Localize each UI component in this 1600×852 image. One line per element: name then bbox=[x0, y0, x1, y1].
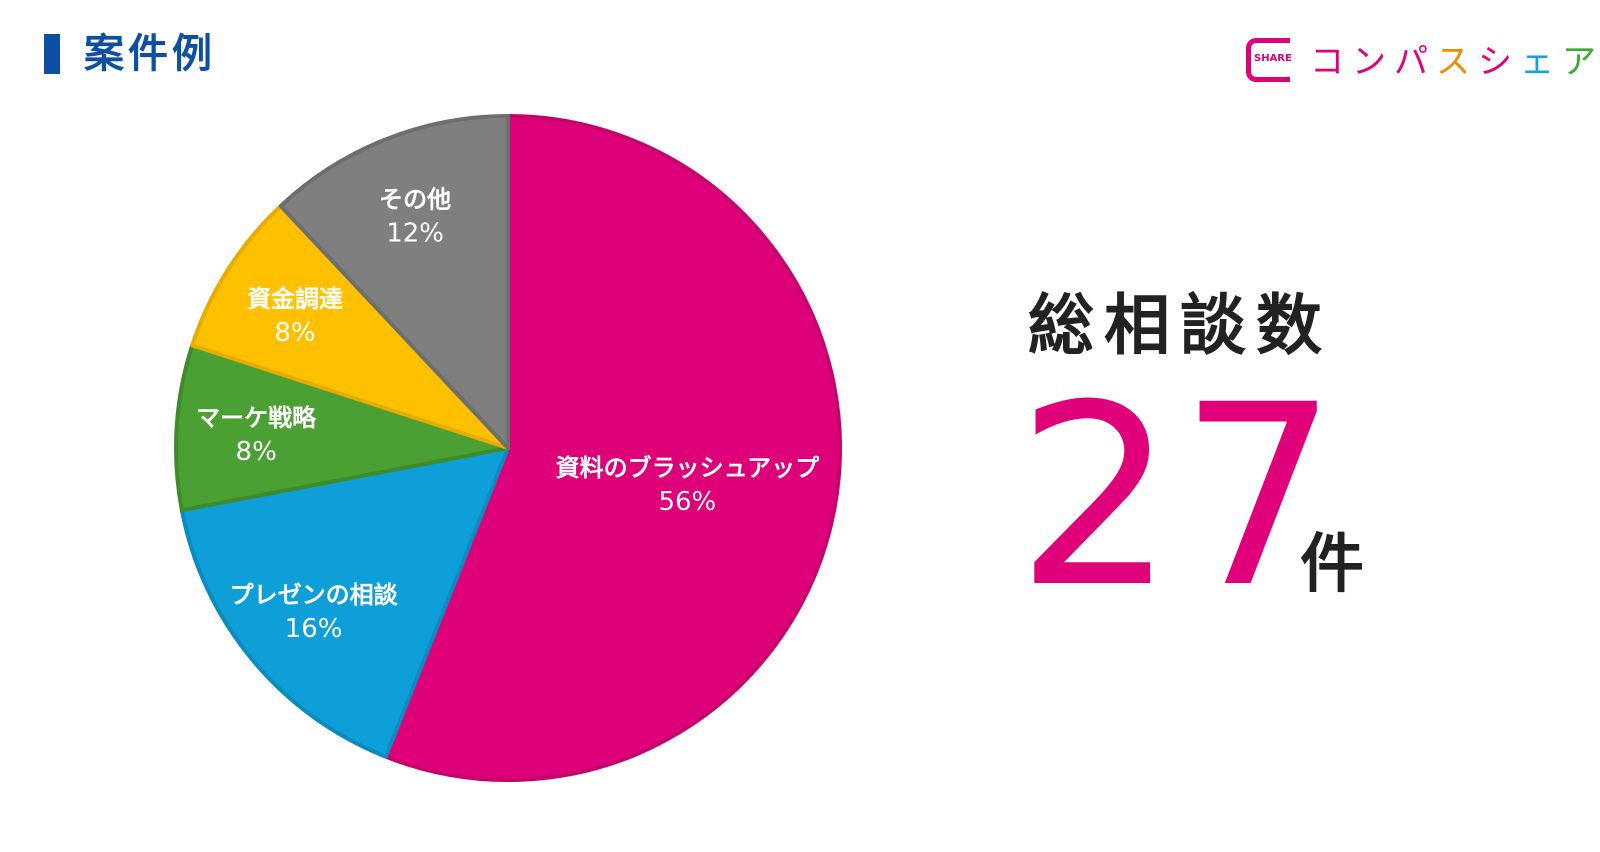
slice-label-3: 資金調達 bbox=[247, 285, 343, 313]
pie-slice-0 bbox=[383, 114, 842, 782]
title-accent-bar bbox=[44, 34, 60, 74]
slice-percent-0: 56% bbox=[658, 487, 716, 517]
brand-char: シ bbox=[1478, 42, 1520, 82]
brand-mark-label: SHARE bbox=[1254, 53, 1292, 64]
total-consultations-label: 総相談数 bbox=[1028, 287, 1332, 364]
brand-char: ア bbox=[1562, 42, 1600, 82]
slice-label-1: プレゼンの相談 bbox=[230, 581, 399, 609]
brand-mark-icon bbox=[1246, 38, 1290, 82]
total-consultations-unit: 件 bbox=[1300, 528, 1364, 602]
slice-percent-3: 8% bbox=[274, 318, 315, 348]
pie-slice-1 bbox=[179, 446, 510, 759]
slice-percent-4: 12% bbox=[386, 218, 444, 248]
brand-char: コ bbox=[1310, 42, 1352, 82]
slice-percent-1: 16% bbox=[285, 614, 343, 644]
slice-label-0: 資料のブラッシュアップ bbox=[556, 454, 821, 482]
brand-name: コンパスシェア bbox=[1310, 40, 1600, 84]
brand-char: ン bbox=[1352, 42, 1394, 82]
brand-logo: SHARE コンパスシェア bbox=[1246, 38, 1596, 88]
total-consultations-value: 27 bbox=[1016, 351, 1343, 642]
pie-slice-3 bbox=[190, 203, 510, 450]
brand-char: パ bbox=[1394, 42, 1436, 82]
slice-label-4: その他 bbox=[379, 185, 451, 213]
pie-slice-2 bbox=[174, 343, 510, 513]
brand-char: ス bbox=[1436, 42, 1478, 82]
pie-slice-4 bbox=[278, 114, 510, 450]
brand-char: ェ bbox=[1520, 42, 1562, 82]
slice-percent-2: 8% bbox=[236, 437, 277, 467]
slice-label-2: マーケ戦略 bbox=[196, 404, 317, 432]
page-title: 案件例 bbox=[84, 31, 216, 77]
